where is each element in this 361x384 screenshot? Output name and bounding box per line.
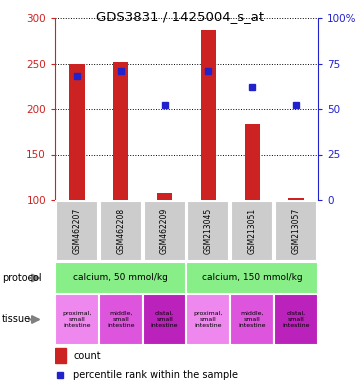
Bar bbox=[187, 294, 230, 345]
Text: middle,
small
intestine: middle, small intestine bbox=[239, 311, 266, 328]
Bar bbox=[274, 294, 318, 345]
Text: proximal,
small
intestine: proximal, small intestine bbox=[62, 311, 92, 328]
Text: proximal,
small
intestine: proximal, small intestine bbox=[194, 311, 223, 328]
Bar bbox=[288, 198, 304, 200]
Bar bbox=[55, 294, 99, 345]
Bar bbox=[245, 124, 260, 200]
Bar bbox=[143, 294, 187, 345]
Bar bbox=[55, 262, 187, 294]
Text: percentile rank within the sample: percentile rank within the sample bbox=[73, 371, 238, 381]
Text: distal,
small
intestine: distal, small intestine bbox=[282, 311, 310, 328]
Text: calcium, 50 mmol/kg: calcium, 50 mmol/kg bbox=[73, 273, 168, 283]
Text: middle,
small
intestine: middle, small intestine bbox=[107, 311, 135, 328]
Bar bbox=[275, 201, 317, 261]
Text: GSM462209: GSM462209 bbox=[160, 208, 169, 254]
Text: GSM213057: GSM213057 bbox=[292, 208, 301, 254]
Bar bbox=[69, 63, 84, 200]
Text: protocol: protocol bbox=[2, 273, 42, 283]
Bar bbox=[187, 262, 318, 294]
Bar bbox=[55, 348, 65, 362]
Bar bbox=[230, 294, 274, 345]
Bar bbox=[231, 201, 273, 261]
Text: count: count bbox=[73, 351, 101, 361]
Bar bbox=[113, 62, 129, 200]
Text: GDS3831 / 1425004_s_at: GDS3831 / 1425004_s_at bbox=[96, 10, 265, 23]
Text: GSM213045: GSM213045 bbox=[204, 208, 213, 254]
Text: tissue: tissue bbox=[2, 314, 31, 324]
Text: calcium, 150 mmol/kg: calcium, 150 mmol/kg bbox=[202, 273, 303, 283]
Text: distal,
small
intestine: distal, small intestine bbox=[151, 311, 178, 328]
Bar bbox=[56, 201, 98, 261]
Text: GSM462207: GSM462207 bbox=[73, 208, 82, 254]
Bar bbox=[187, 201, 230, 261]
Bar bbox=[100, 201, 142, 261]
Bar bbox=[201, 30, 216, 200]
Bar bbox=[144, 201, 186, 261]
Text: GSM213051: GSM213051 bbox=[248, 208, 257, 254]
Bar bbox=[157, 193, 172, 200]
Bar bbox=[99, 294, 143, 345]
Text: GSM462208: GSM462208 bbox=[116, 208, 125, 254]
